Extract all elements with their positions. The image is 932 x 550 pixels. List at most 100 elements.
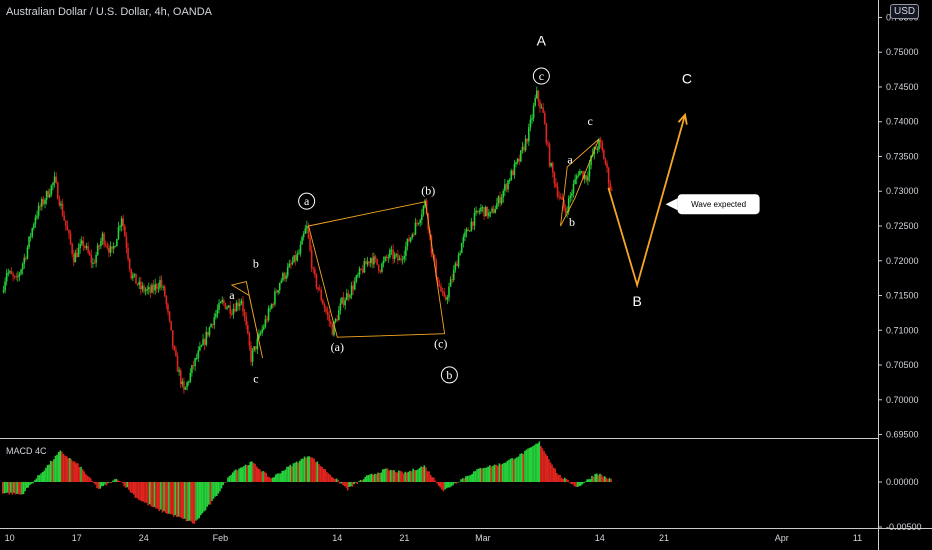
x-tick-label: 11: [853, 533, 862, 543]
y-tick-label: 0.74000: [886, 117, 919, 127]
candle-body: [403, 255, 406, 259]
candle-body: [325, 308, 327, 312]
macd-bar: [415, 470, 418, 482]
candle: [184, 386, 187, 390]
candle: [347, 289, 350, 302]
candle: [280, 277, 283, 284]
candle: [186, 381, 188, 391]
candle-body: [457, 254, 460, 267]
macd-bar: [150, 482, 153, 507]
candle: [36, 210, 38, 220]
macd-bar: [96, 482, 98, 489]
macd-bar: [161, 482, 164, 513]
macd-bar: [311, 457, 314, 482]
candle: [87, 241, 89, 255]
candle-body: [25, 257, 27, 259]
candle: [529, 114, 532, 132]
candle-body: [564, 208, 567, 213]
candle: [154, 278, 156, 295]
macd-bar: [343, 482, 346, 487]
candle-body: [282, 273, 284, 281]
candle-body: [117, 227, 120, 240]
macd-bar: [380, 472, 383, 482]
currency-badge[interactable]: USD: [890, 4, 920, 19]
macd-bar: [22, 482, 25, 495]
macd-bar: [289, 464, 291, 482]
candle-body: [377, 264, 380, 271]
price-pane[interactable]: [2, 86, 613, 394]
macd-bar: [286, 466, 288, 482]
macd-bar: [386, 468, 389, 482]
candle-body: [130, 269, 133, 279]
candle-body: [55, 176, 57, 183]
macd-bar: [500, 464, 502, 482]
candle-body: [176, 355, 179, 372]
candle-body: [26, 247, 29, 259]
y-tick-label: 0.71000: [886, 325, 919, 335]
candle: [278, 282, 281, 294]
macd-bar: [346, 482, 349, 491]
candle: [138, 277, 141, 290]
candle: [513, 159, 516, 179]
candle-body: [599, 139, 602, 143]
candle: [195, 353, 198, 361]
macd-bar: [353, 482, 355, 485]
candle: [178, 366, 180, 376]
candle: [53, 171, 56, 188]
candle: [251, 347, 254, 367]
candle-body: [513, 164, 516, 176]
macd-bar: [591, 475, 593, 482]
candle-body: [277, 290, 279, 293]
macd-bar: [190, 482, 193, 522]
candle-body: [330, 321, 332, 324]
macd-bar: [158, 482, 161, 512]
candle-body: [68, 230, 70, 234]
candle: [361, 264, 364, 275]
candle: [392, 244, 394, 265]
candle-body: [184, 387, 187, 390]
candle-body: [529, 119, 532, 128]
candle-body: [553, 172, 556, 184]
candle: [448, 282, 450, 302]
candle: [609, 179, 612, 192]
candle: [124, 223, 126, 237]
macd-bar: [511, 458, 513, 482]
macd-bar: [407, 471, 410, 482]
macd-bar: [231, 472, 234, 482]
candle-body: [167, 304, 169, 312]
macd-bar: [43, 470, 46, 482]
candle: [424, 198, 426, 209]
macd-bar: [313, 458, 315, 482]
candle: [283, 272, 286, 282]
candle: [132, 272, 134, 281]
candle-body: [366, 261, 369, 265]
candle-body: [606, 163, 608, 168]
candle-body: [178, 370, 180, 372]
macd-bar: [575, 482, 577, 488]
macd-bar: [329, 474, 331, 482]
macd-pane[interactable]: [2, 441, 612, 524]
candle: [49, 188, 51, 199]
callout-text: Wave expected: [691, 200, 746, 209]
candle-body: [456, 263, 458, 267]
candle-body: [85, 246, 88, 248]
candle-body: [226, 307, 228, 309]
macd-bar: [538, 441, 541, 482]
macd-bar: [118, 481, 121, 482]
candle-body: [433, 254, 436, 261]
candle-body: [349, 295, 351, 298]
candle: [197, 346, 200, 363]
candle-body: [170, 320, 172, 331]
candle-body: [111, 246, 113, 249]
macd-bar: [536, 443, 539, 482]
candle-body: [112, 246, 115, 249]
candle-body: [596, 149, 599, 151]
candle-body: [93, 262, 96, 264]
macd-bar: [404, 471, 406, 482]
candle-body: [363, 261, 366, 273]
candle-body: [567, 198, 570, 212]
candle-body: [542, 107, 544, 113]
macd-bar: [115, 478, 117, 482]
